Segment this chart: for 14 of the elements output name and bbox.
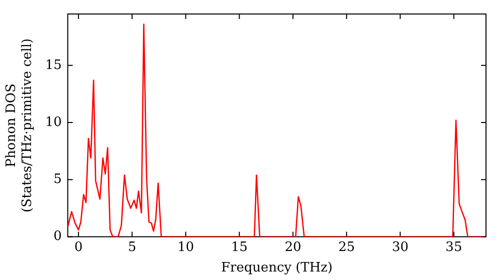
x-tick-label: 30 [392, 240, 408, 255]
x-axis-title: Frequency (THz) [221, 260, 333, 276]
x-tick-label: 15 [231, 240, 248, 255]
y-tick-label: 0 [53, 229, 62, 244]
x-tick-label: 10 [177, 240, 194, 255]
x-tick-label: 35 [446, 240, 462, 255]
y-axis-title: Phonon DOS (States/THz·primitive cell) [4, 38, 35, 212]
y-tick-label: 15 [45, 58, 62, 73]
x-tick-label: 20 [284, 240, 302, 255]
x-tick-label: 0 [74, 240, 83, 255]
y-tick-label: 5 [53, 172, 62, 188]
x-tick-label: 25 [338, 240, 355, 255]
x-tick-label: 5 [128, 240, 136, 255]
y-tick-label: 10 [45, 114, 62, 130]
